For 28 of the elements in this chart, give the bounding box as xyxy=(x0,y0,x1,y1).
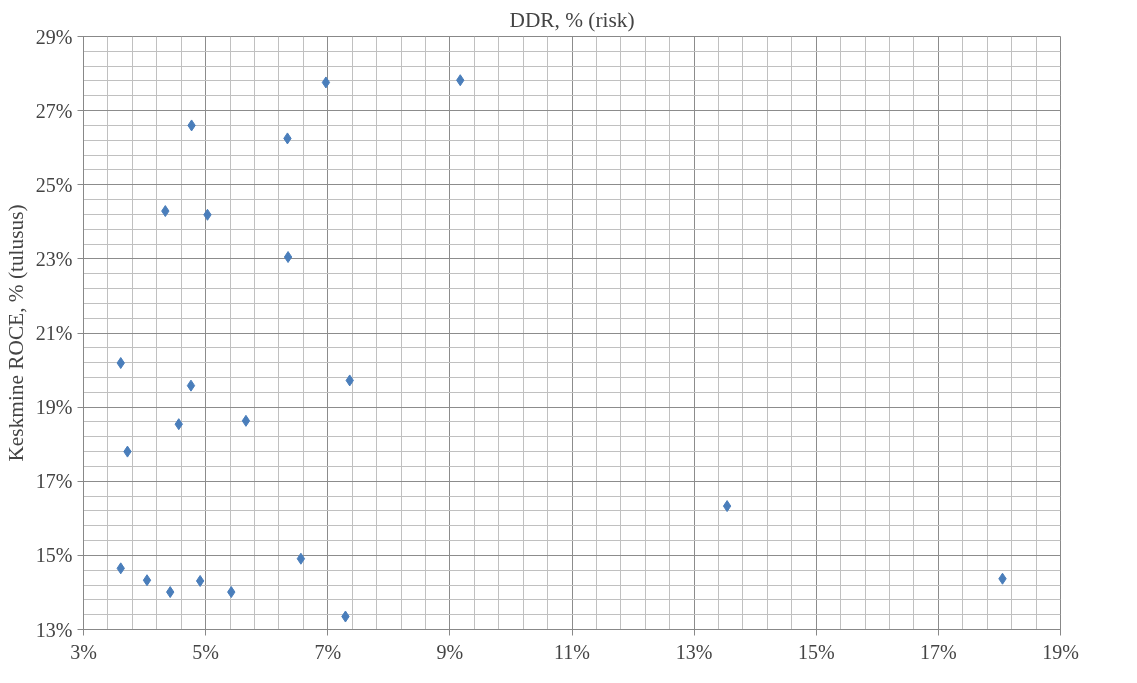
x-tick-label: 15% xyxy=(797,640,835,663)
x-tick-label: 17% xyxy=(920,640,957,663)
point xyxy=(241,414,251,427)
point xyxy=(186,379,196,392)
x-tick-label: 13% xyxy=(675,640,713,663)
point xyxy=(722,500,732,513)
x-tick-label: 11% xyxy=(554,640,590,663)
y-tick-label: 17% xyxy=(35,470,73,493)
x-tick-label: 7% xyxy=(314,640,342,663)
y-tick-label: 25% xyxy=(35,173,73,196)
y-tick-label: 21% xyxy=(35,322,73,344)
x-tick-label: 3% xyxy=(70,640,97,663)
point xyxy=(283,251,293,264)
y-tick-label: 15% xyxy=(35,544,73,567)
y-tick-label: 27% xyxy=(35,99,73,122)
y-tick-label: 13% xyxy=(35,618,73,641)
point xyxy=(321,76,331,89)
point xyxy=(195,574,205,587)
x-tick-label: 5% xyxy=(192,640,219,663)
x-tick-label: 19% xyxy=(1042,640,1079,663)
y-tick-label: 29% xyxy=(35,25,73,48)
x-axis-title: DDR, % (risk) xyxy=(509,7,635,32)
y-axis-title: Keskmine ROCE, % (tulusus) xyxy=(3,204,28,462)
point xyxy=(142,574,152,587)
point xyxy=(296,552,306,565)
y-tick-label: 23% xyxy=(35,247,73,270)
y-tick-label: 19% xyxy=(35,396,73,419)
x-tick-label: 9% xyxy=(436,640,464,663)
